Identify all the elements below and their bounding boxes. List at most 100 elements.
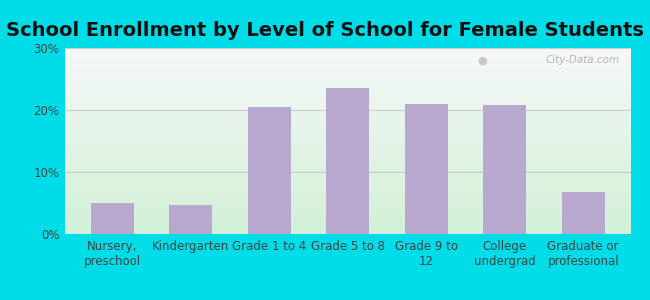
Bar [65, 65, 630, 67]
Bar [65, 128, 630, 130]
Text: ●: ● [478, 56, 488, 65]
Bar [65, 113, 630, 115]
Bar [65, 189, 630, 191]
Bar [65, 48, 630, 50]
Bar [65, 96, 630, 98]
Bar [65, 130, 630, 132]
Bar [65, 161, 630, 163]
Bar [65, 191, 630, 193]
Bar [65, 126, 630, 128]
Bar [65, 210, 630, 212]
Bar [65, 172, 630, 175]
Bar [65, 98, 630, 100]
Bar [483, 105, 526, 234]
Bar [65, 122, 630, 124]
Bar [65, 186, 630, 188]
Bar [65, 184, 630, 186]
Bar [326, 88, 369, 234]
Bar [65, 61, 630, 63]
Bar [65, 76, 630, 78]
Bar [405, 104, 448, 234]
Bar [65, 200, 630, 202]
Bar [65, 85, 630, 87]
Bar [65, 54, 630, 56]
Bar [65, 148, 630, 150]
Bar [65, 110, 630, 111]
Bar [65, 100, 630, 102]
Bar [65, 132, 630, 134]
Bar [65, 212, 630, 214]
Bar [65, 94, 630, 96]
Bar [65, 206, 630, 208]
Bar [65, 219, 630, 221]
Bar [65, 117, 630, 119]
Bar [65, 68, 630, 70]
Bar [65, 156, 630, 158]
Bar [65, 80, 630, 82]
Bar [65, 163, 630, 165]
Bar [65, 63, 630, 65]
Bar [65, 204, 630, 206]
Bar [65, 78, 630, 80]
Bar [65, 89, 630, 91]
Bar [65, 175, 630, 176]
Bar [91, 203, 134, 234]
Bar [562, 192, 605, 234]
Bar [65, 50, 630, 52]
Bar [65, 134, 630, 135]
Bar [65, 195, 630, 197]
Bar [65, 74, 630, 76]
Bar [65, 83, 630, 85]
Bar [65, 214, 630, 215]
Bar [65, 82, 630, 83]
Bar [65, 178, 630, 180]
Text: School Enrollment by Level of School for Female Students: School Enrollment by Level of School for… [6, 21, 644, 40]
Bar [65, 160, 630, 161]
Bar [65, 70, 630, 72]
Bar [65, 139, 630, 141]
Bar [65, 230, 630, 232]
Bar [65, 158, 630, 160]
Bar [65, 150, 630, 152]
Bar [65, 143, 630, 145]
Bar [65, 145, 630, 147]
Bar [65, 104, 630, 106]
Bar [65, 226, 630, 228]
Bar [65, 152, 630, 154]
Bar [65, 59, 630, 61]
Bar [65, 223, 630, 225]
Bar [65, 56, 630, 57]
Bar [65, 202, 630, 204]
Bar [65, 180, 630, 182]
Bar [65, 102, 630, 104]
Bar [65, 188, 630, 189]
Bar [65, 121, 630, 122]
Bar [65, 232, 630, 234]
Bar [65, 72, 630, 74]
Bar [169, 205, 213, 234]
Bar [65, 221, 630, 223]
Bar [65, 67, 630, 68]
Text: City-Data.com: City-Data.com [545, 56, 619, 65]
Bar [65, 91, 630, 93]
Bar [65, 208, 630, 210]
Bar [65, 111, 630, 113]
Bar [65, 106, 630, 107]
Bar [65, 193, 630, 195]
Bar [65, 228, 630, 230]
Bar [65, 93, 630, 94]
Bar [65, 135, 630, 137]
Bar [65, 87, 630, 89]
Bar [65, 165, 630, 167]
Bar [65, 137, 630, 139]
Bar [65, 169, 630, 171]
Bar [65, 217, 630, 219]
Bar [65, 154, 630, 156]
Bar [65, 52, 630, 54]
Bar [65, 171, 630, 172]
Bar [65, 141, 630, 143]
Bar [65, 182, 630, 184]
Bar [65, 107, 630, 110]
Bar [248, 107, 291, 234]
Bar [65, 215, 630, 217]
